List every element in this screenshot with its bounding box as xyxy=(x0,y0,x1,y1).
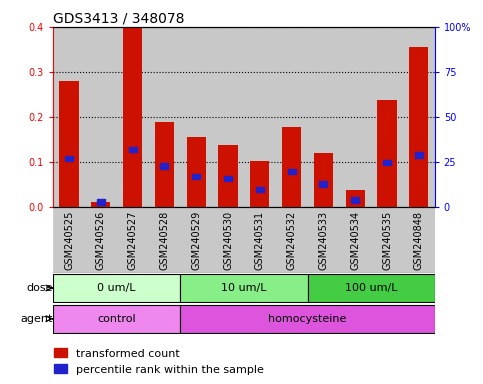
Bar xyxy=(91,202,110,207)
Bar xyxy=(123,27,142,207)
Bar xyxy=(117,27,149,207)
Bar xyxy=(212,27,244,207)
Text: homocysteine: homocysteine xyxy=(269,314,347,324)
Bar xyxy=(192,174,200,179)
Bar xyxy=(378,101,397,207)
Legend: transformed count, percentile rank within the sample: transformed count, percentile rank withi… xyxy=(54,348,264,375)
Bar xyxy=(160,163,169,169)
Bar xyxy=(276,27,308,207)
Bar xyxy=(180,305,435,333)
Bar xyxy=(383,159,391,165)
Bar xyxy=(224,176,232,181)
Bar xyxy=(53,274,180,302)
Bar xyxy=(308,274,435,302)
Bar xyxy=(244,27,276,207)
Bar xyxy=(308,207,339,273)
Text: GSM240530: GSM240530 xyxy=(223,210,233,270)
Bar xyxy=(403,207,435,273)
Bar xyxy=(97,199,105,205)
Bar xyxy=(415,152,423,158)
Bar xyxy=(339,207,371,273)
Text: GSM240525: GSM240525 xyxy=(64,210,74,270)
Bar xyxy=(314,153,333,207)
Text: control: control xyxy=(98,314,136,324)
Text: GSM240529: GSM240529 xyxy=(191,210,201,270)
Text: GSM240535: GSM240535 xyxy=(382,210,392,270)
Bar xyxy=(346,190,365,207)
Bar xyxy=(85,207,117,273)
Bar xyxy=(117,207,149,273)
Text: 0 um/L: 0 um/L xyxy=(98,283,136,293)
Bar xyxy=(282,127,301,207)
Text: GSM240527: GSM240527 xyxy=(128,210,138,270)
Text: GSM240533: GSM240533 xyxy=(318,210,328,270)
Text: GSM240531: GSM240531 xyxy=(255,210,265,270)
Text: agent: agent xyxy=(20,314,53,324)
Text: 100 um/L: 100 um/L xyxy=(345,283,398,293)
Bar xyxy=(276,207,308,273)
Bar xyxy=(218,145,238,207)
Bar xyxy=(409,47,428,207)
Text: GSM240528: GSM240528 xyxy=(159,210,170,270)
Bar xyxy=(180,27,212,207)
Bar xyxy=(371,27,403,207)
Bar xyxy=(53,27,85,207)
Bar xyxy=(85,27,117,207)
Bar xyxy=(65,156,73,161)
Bar xyxy=(53,305,180,333)
Bar xyxy=(351,197,359,203)
Text: GSM240532: GSM240532 xyxy=(286,210,297,270)
Bar xyxy=(250,161,270,207)
Bar xyxy=(403,27,435,207)
Bar xyxy=(371,207,403,273)
Bar xyxy=(212,207,244,273)
Bar xyxy=(339,27,371,207)
Bar xyxy=(187,137,206,207)
Bar xyxy=(244,207,276,273)
Bar xyxy=(59,81,79,207)
Text: GSM240526: GSM240526 xyxy=(96,210,106,270)
Bar xyxy=(180,207,212,273)
Bar xyxy=(128,147,137,152)
Bar xyxy=(288,169,296,174)
Bar xyxy=(180,274,308,302)
Bar xyxy=(155,122,174,207)
Bar xyxy=(149,207,180,273)
Bar xyxy=(319,181,327,187)
Bar xyxy=(149,27,180,207)
Text: GSM240534: GSM240534 xyxy=(350,210,360,270)
Text: GDS3413 / 348078: GDS3413 / 348078 xyxy=(53,12,185,26)
Text: dose: dose xyxy=(26,283,53,293)
Text: GSM240848: GSM240848 xyxy=(414,210,424,270)
Text: 10 um/L: 10 um/L xyxy=(221,283,267,293)
Bar xyxy=(308,27,339,207)
Bar xyxy=(256,187,264,192)
Bar xyxy=(53,207,85,273)
